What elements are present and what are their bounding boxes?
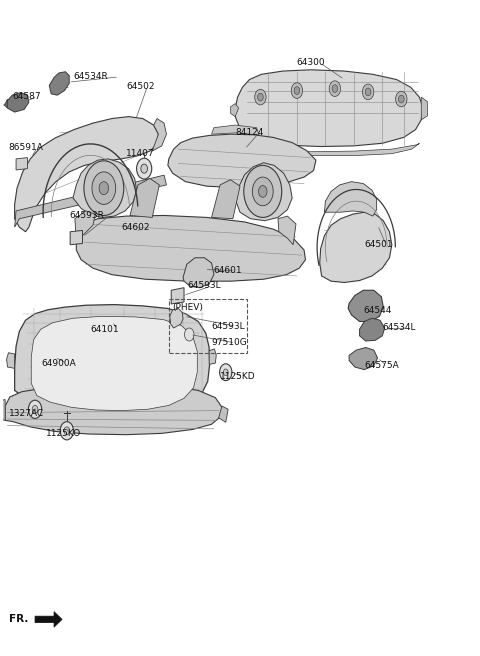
Text: 64501: 64501	[364, 240, 393, 249]
Circle shape	[137, 158, 152, 179]
Text: 64300: 64300	[296, 58, 324, 67]
Polygon shape	[171, 288, 184, 304]
Polygon shape	[349, 348, 378, 369]
Text: 1125KO: 1125KO	[46, 429, 81, 438]
Text: 64900A: 64900A	[42, 359, 76, 367]
Text: 64502: 64502	[126, 81, 155, 91]
Polygon shape	[16, 157, 27, 170]
Polygon shape	[70, 230, 83, 245]
Text: 64593L: 64593L	[188, 281, 221, 290]
Circle shape	[92, 172, 116, 205]
Polygon shape	[0, 400, 5, 420]
Circle shape	[219, 364, 232, 380]
Circle shape	[28, 400, 42, 419]
Polygon shape	[278, 216, 296, 245]
Circle shape	[291, 83, 302, 98]
Circle shape	[362, 84, 374, 100]
Polygon shape	[7, 353, 14, 368]
Text: 1327AC: 1327AC	[9, 409, 44, 419]
Text: 64534L: 64534L	[383, 323, 416, 333]
Polygon shape	[235, 163, 292, 220]
Polygon shape	[4, 99, 8, 108]
Circle shape	[84, 161, 124, 215]
Text: (PHEV): (PHEV)	[173, 302, 204, 312]
Text: 11407: 11407	[126, 149, 155, 158]
Circle shape	[258, 93, 263, 101]
Text: 64575A: 64575A	[364, 361, 399, 369]
Circle shape	[365, 88, 371, 96]
Circle shape	[99, 182, 108, 195]
Polygon shape	[209, 349, 216, 365]
Circle shape	[32, 405, 38, 413]
Text: 97510G: 97510G	[212, 338, 247, 348]
Polygon shape	[31, 316, 197, 411]
Circle shape	[60, 422, 73, 440]
Text: FR.: FR.	[10, 615, 29, 625]
Text: 64593R: 64593R	[69, 211, 104, 220]
Polygon shape	[219, 406, 228, 422]
Polygon shape	[73, 159, 137, 217]
Polygon shape	[49, 72, 69, 95]
Polygon shape	[240, 143, 420, 155]
Circle shape	[255, 89, 266, 105]
Circle shape	[398, 95, 404, 103]
Polygon shape	[14, 304, 210, 414]
Circle shape	[223, 369, 228, 375]
Polygon shape	[152, 119, 167, 151]
Polygon shape	[14, 175, 167, 227]
Polygon shape	[183, 258, 214, 288]
Polygon shape	[212, 125, 259, 135]
Polygon shape	[235, 70, 423, 146]
Circle shape	[396, 91, 407, 107]
Circle shape	[332, 85, 338, 92]
Polygon shape	[230, 104, 239, 117]
Text: 64593L: 64593L	[212, 321, 245, 331]
Text: 64544: 64544	[363, 306, 392, 315]
Circle shape	[244, 165, 282, 217]
Circle shape	[329, 81, 341, 96]
Text: 64101: 64101	[91, 325, 119, 334]
Text: 1125KD: 1125KD	[220, 373, 256, 381]
Polygon shape	[168, 134, 316, 188]
Polygon shape	[7, 92, 29, 112]
Circle shape	[294, 87, 300, 94]
Circle shape	[252, 177, 273, 206]
Text: 64534R: 64534R	[73, 72, 108, 81]
Polygon shape	[14, 117, 158, 232]
Polygon shape	[130, 178, 159, 217]
Text: 64601: 64601	[214, 266, 242, 276]
Text: 64602: 64602	[121, 223, 150, 232]
Polygon shape	[212, 180, 240, 218]
Polygon shape	[324, 182, 377, 216]
Circle shape	[259, 186, 267, 197]
Polygon shape	[35, 611, 62, 627]
Polygon shape	[170, 308, 183, 328]
Text: 64587: 64587	[12, 92, 41, 101]
Polygon shape	[5, 384, 222, 435]
Circle shape	[64, 427, 70, 435]
Polygon shape	[320, 213, 392, 283]
Polygon shape	[76, 215, 305, 281]
Text: 84124: 84124	[235, 129, 264, 137]
Polygon shape	[348, 290, 384, 321]
Text: 86591A: 86591A	[9, 142, 43, 152]
Polygon shape	[421, 97, 427, 120]
Polygon shape	[75, 211, 96, 240]
Circle shape	[184, 328, 194, 341]
Circle shape	[141, 164, 147, 173]
Polygon shape	[360, 318, 384, 341]
